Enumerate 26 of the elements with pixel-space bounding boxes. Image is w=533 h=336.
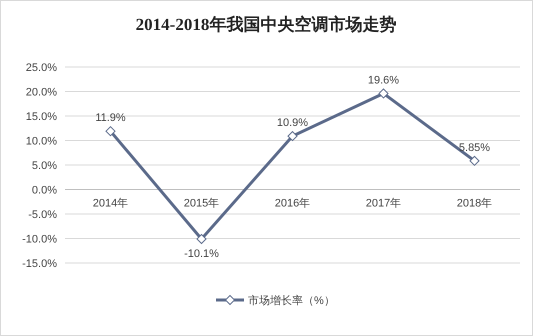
point xyxy=(196,234,206,244)
chart-title: 2014-2018年我国中央空调市场走势 xyxy=(136,15,396,34)
y-tick-label: 10.0% xyxy=(26,136,58,148)
y-tick-label: 15.0% xyxy=(26,111,58,123)
x-tick-label: 2017年 xyxy=(366,198,402,210)
data-label: 5.85% xyxy=(458,142,490,154)
legend-label: 市场增长率（%） xyxy=(248,294,335,307)
y-tick-label: -5.0% xyxy=(28,209,58,221)
x-tick-label: 2016年 xyxy=(274,198,310,210)
data-label: 11.9% xyxy=(95,112,126,124)
y-tick-label: 20.0% xyxy=(26,86,58,98)
point xyxy=(288,131,298,142)
data-label: -10.1% xyxy=(184,248,220,260)
x-tick-label: 2018年 xyxy=(456,198,492,210)
y-tick-label: -10.0% xyxy=(22,234,58,246)
point xyxy=(378,88,388,98)
y-tick-label: 5.0% xyxy=(32,160,58,172)
y-tick-label: -15.0% xyxy=(22,258,58,270)
y-tick-label: 0.0% xyxy=(32,184,58,196)
x-tick-label: 2015年 xyxy=(184,198,220,210)
point xyxy=(106,126,116,136)
data-label: 19.6% xyxy=(368,74,400,86)
y-tick-label: 25.0% xyxy=(26,62,58,74)
data-label: 10.9% xyxy=(276,117,308,130)
x-tick-label: 2014年 xyxy=(92,198,128,210)
point xyxy=(470,156,480,166)
